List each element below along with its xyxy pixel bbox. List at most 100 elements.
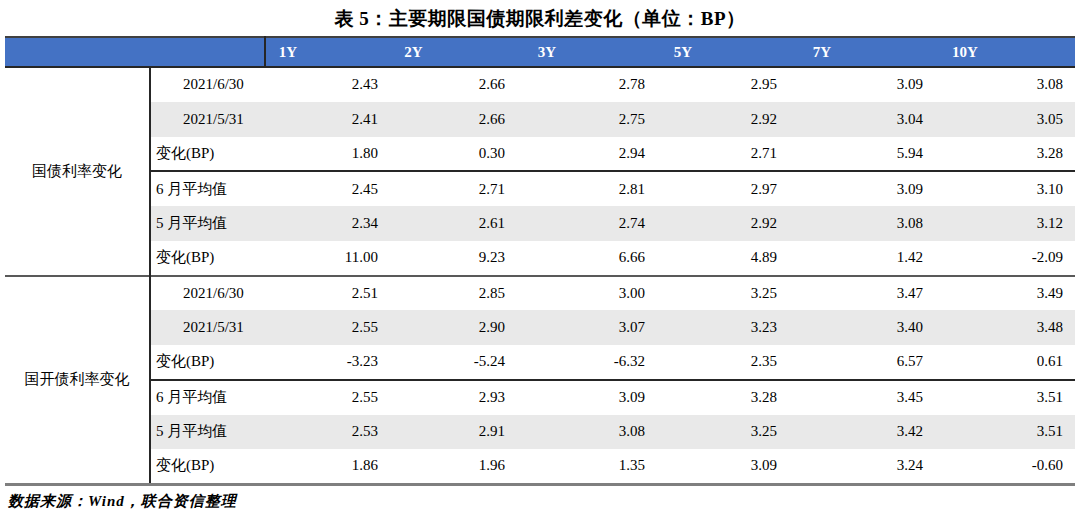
cell: 3.24 bbox=[789, 449, 935, 484]
cell: 2.45 bbox=[265, 171, 390, 206]
table-row: 变化(BP) 1.80 0.30 2.94 2.71 5.94 3.28 bbox=[5, 137, 1075, 172]
cell: 3.09 bbox=[789, 171, 935, 206]
cell: 3.48 bbox=[935, 310, 1075, 345]
col-header-1y: 1Y bbox=[265, 37, 390, 67]
cell: 3.09 bbox=[789, 67, 935, 102]
data-source-note: 数据来源：Wind，联合资信整理 bbox=[8, 492, 237, 511]
cell: 2.53 bbox=[265, 415, 390, 450]
row-label: 变化(BP) bbox=[150, 241, 265, 276]
cell: 3.28 bbox=[657, 380, 789, 415]
group-label-cdb: 国开债利率变化 bbox=[5, 276, 150, 485]
row-label: 6 月平均值 bbox=[150, 380, 265, 415]
cell: 2.91 bbox=[390, 415, 517, 450]
cell: 2.75 bbox=[517, 102, 657, 137]
cell: 2.41 bbox=[265, 102, 390, 137]
cell: 1.80 bbox=[265, 137, 390, 172]
cell: 3.12 bbox=[935, 206, 1075, 241]
cell: 2.95 bbox=[657, 67, 789, 102]
cell: 0.30 bbox=[390, 137, 517, 172]
cell: 6.57 bbox=[789, 345, 935, 380]
col-header-7y: 7Y bbox=[789, 37, 935, 67]
cell: 3.10 bbox=[935, 171, 1075, 206]
cell: 3.08 bbox=[789, 206, 935, 241]
cell: 3.51 bbox=[935, 415, 1075, 450]
cell: 3.25 bbox=[657, 415, 789, 450]
cell: 2.92 bbox=[657, 206, 789, 241]
term-spread-table: 1Y 2Y 3Y 5Y 7Y 10Y 国债利率变化 2021/6/30 2.43… bbox=[5, 36, 1075, 486]
cell: 3.47 bbox=[789, 276, 935, 311]
cell: 2.85 bbox=[390, 276, 517, 311]
group-label-treasury: 国债利率变化 bbox=[5, 67, 150, 276]
col-header-5y: 5Y bbox=[657, 37, 789, 67]
table-row: 国开债利率变化 2021/6/30 2.51 2.85 3.00 3.25 3.… bbox=[5, 276, 1075, 311]
row-label: 2021/5/31 bbox=[150, 310, 265, 345]
row-label: 2021/5/31 bbox=[150, 102, 265, 137]
table-row: 6 月平均值 2.45 2.71 2.81 2.97 3.09 3.10 bbox=[5, 171, 1075, 206]
cell: 2.66 bbox=[390, 67, 517, 102]
cell: 2.71 bbox=[390, 171, 517, 206]
cell: 3.40 bbox=[789, 310, 935, 345]
table-row: 5 月平均值 2.53 2.91 3.08 3.25 3.42 3.51 bbox=[5, 415, 1075, 450]
cell: 2.66 bbox=[390, 102, 517, 137]
cell: 2.55 bbox=[265, 310, 390, 345]
cell: 2.92 bbox=[657, 102, 789, 137]
cell: 2.34 bbox=[265, 206, 390, 241]
row-label: 6 月平均值 bbox=[150, 171, 265, 206]
cell: 3.00 bbox=[517, 276, 657, 311]
cell: 3.51 bbox=[935, 380, 1075, 415]
table-title: 表 5：主要期限国债期限利差变化（单位：BP） bbox=[0, 6, 1080, 32]
col-header-10y: 10Y bbox=[935, 37, 1075, 67]
cell: 3.05 bbox=[935, 102, 1075, 137]
cell: 1.42 bbox=[789, 241, 935, 276]
cell: 2.35 bbox=[657, 345, 789, 380]
cell: 1.96 bbox=[390, 449, 517, 484]
cell: 3.45 bbox=[789, 380, 935, 415]
report-table-figure: 表 5：主要期限国债期限利差变化（单位：BP） 1Y 2Y 3Y 5Y 7Y 1… bbox=[0, 0, 1080, 522]
cell: 3.09 bbox=[657, 449, 789, 484]
table-row: 变化(BP) 1.86 1.96 1.35 3.09 3.24 -0.60 bbox=[5, 449, 1075, 484]
cell: 2.61 bbox=[390, 206, 517, 241]
cell: 4.89 bbox=[657, 241, 789, 276]
cell: 3.09 bbox=[517, 380, 657, 415]
table-row: 2021/5/31 2.41 2.66 2.75 2.92 3.04 3.05 bbox=[5, 102, 1075, 137]
cell: 2.78 bbox=[517, 67, 657, 102]
cell: 2.97 bbox=[657, 171, 789, 206]
cell: -2.09 bbox=[935, 241, 1075, 276]
cell: 0.61 bbox=[935, 345, 1075, 380]
cell: 3.28 bbox=[935, 137, 1075, 172]
table-row: 2021/5/31 2.55 2.90 3.07 3.23 3.40 3.48 bbox=[5, 310, 1075, 345]
row-label: 5 月平均值 bbox=[150, 206, 265, 241]
cell: 3.07 bbox=[517, 310, 657, 345]
cell: 3.49 bbox=[935, 276, 1075, 311]
row-label: 2021/6/30 bbox=[150, 67, 265, 102]
row-label: 变化(BP) bbox=[150, 137, 265, 172]
cell: 2.51 bbox=[265, 276, 390, 311]
cell: 3.23 bbox=[657, 310, 789, 345]
row-label: 变化(BP) bbox=[150, 345, 265, 380]
table-row: 国债利率变化 2021/6/30 2.43 2.66 2.78 2.95 3.0… bbox=[5, 67, 1075, 102]
cell: 1.35 bbox=[517, 449, 657, 484]
cell: -5.24 bbox=[390, 345, 517, 380]
table-row: 5 月平均值 2.34 2.61 2.74 2.92 3.08 3.12 bbox=[5, 206, 1075, 241]
cell: 2.74 bbox=[517, 206, 657, 241]
table-row: 变化(BP) 11.00 9.23 6.66 4.89 1.42 -2.09 bbox=[5, 241, 1075, 276]
cell: 1.86 bbox=[265, 449, 390, 484]
cell: 2.93 bbox=[390, 380, 517, 415]
cell: -3.23 bbox=[265, 345, 390, 380]
cell: 2.94 bbox=[517, 137, 657, 172]
cell: 5.94 bbox=[789, 137, 935, 172]
cell: 2.55 bbox=[265, 380, 390, 415]
cell: 3.25 bbox=[657, 276, 789, 311]
row-label: 变化(BP) bbox=[150, 449, 265, 484]
table-row: 变化(BP) -3.23 -5.24 -6.32 2.35 6.57 0.61 bbox=[5, 345, 1075, 380]
col-header-2y: 2Y bbox=[390, 37, 517, 67]
cell: 3.04 bbox=[789, 102, 935, 137]
cell: 11.00 bbox=[265, 241, 390, 276]
header-row: 1Y 2Y 3Y 5Y 7Y 10Y bbox=[5, 37, 1075, 67]
cell: 2.81 bbox=[517, 171, 657, 206]
header-corner-cell bbox=[5, 37, 265, 67]
cell: 2.71 bbox=[657, 137, 789, 172]
cell: 6.66 bbox=[517, 241, 657, 276]
cell: -0.60 bbox=[935, 449, 1075, 484]
table-row: 6 月平均值 2.55 2.93 3.09 3.28 3.45 3.51 bbox=[5, 380, 1075, 415]
